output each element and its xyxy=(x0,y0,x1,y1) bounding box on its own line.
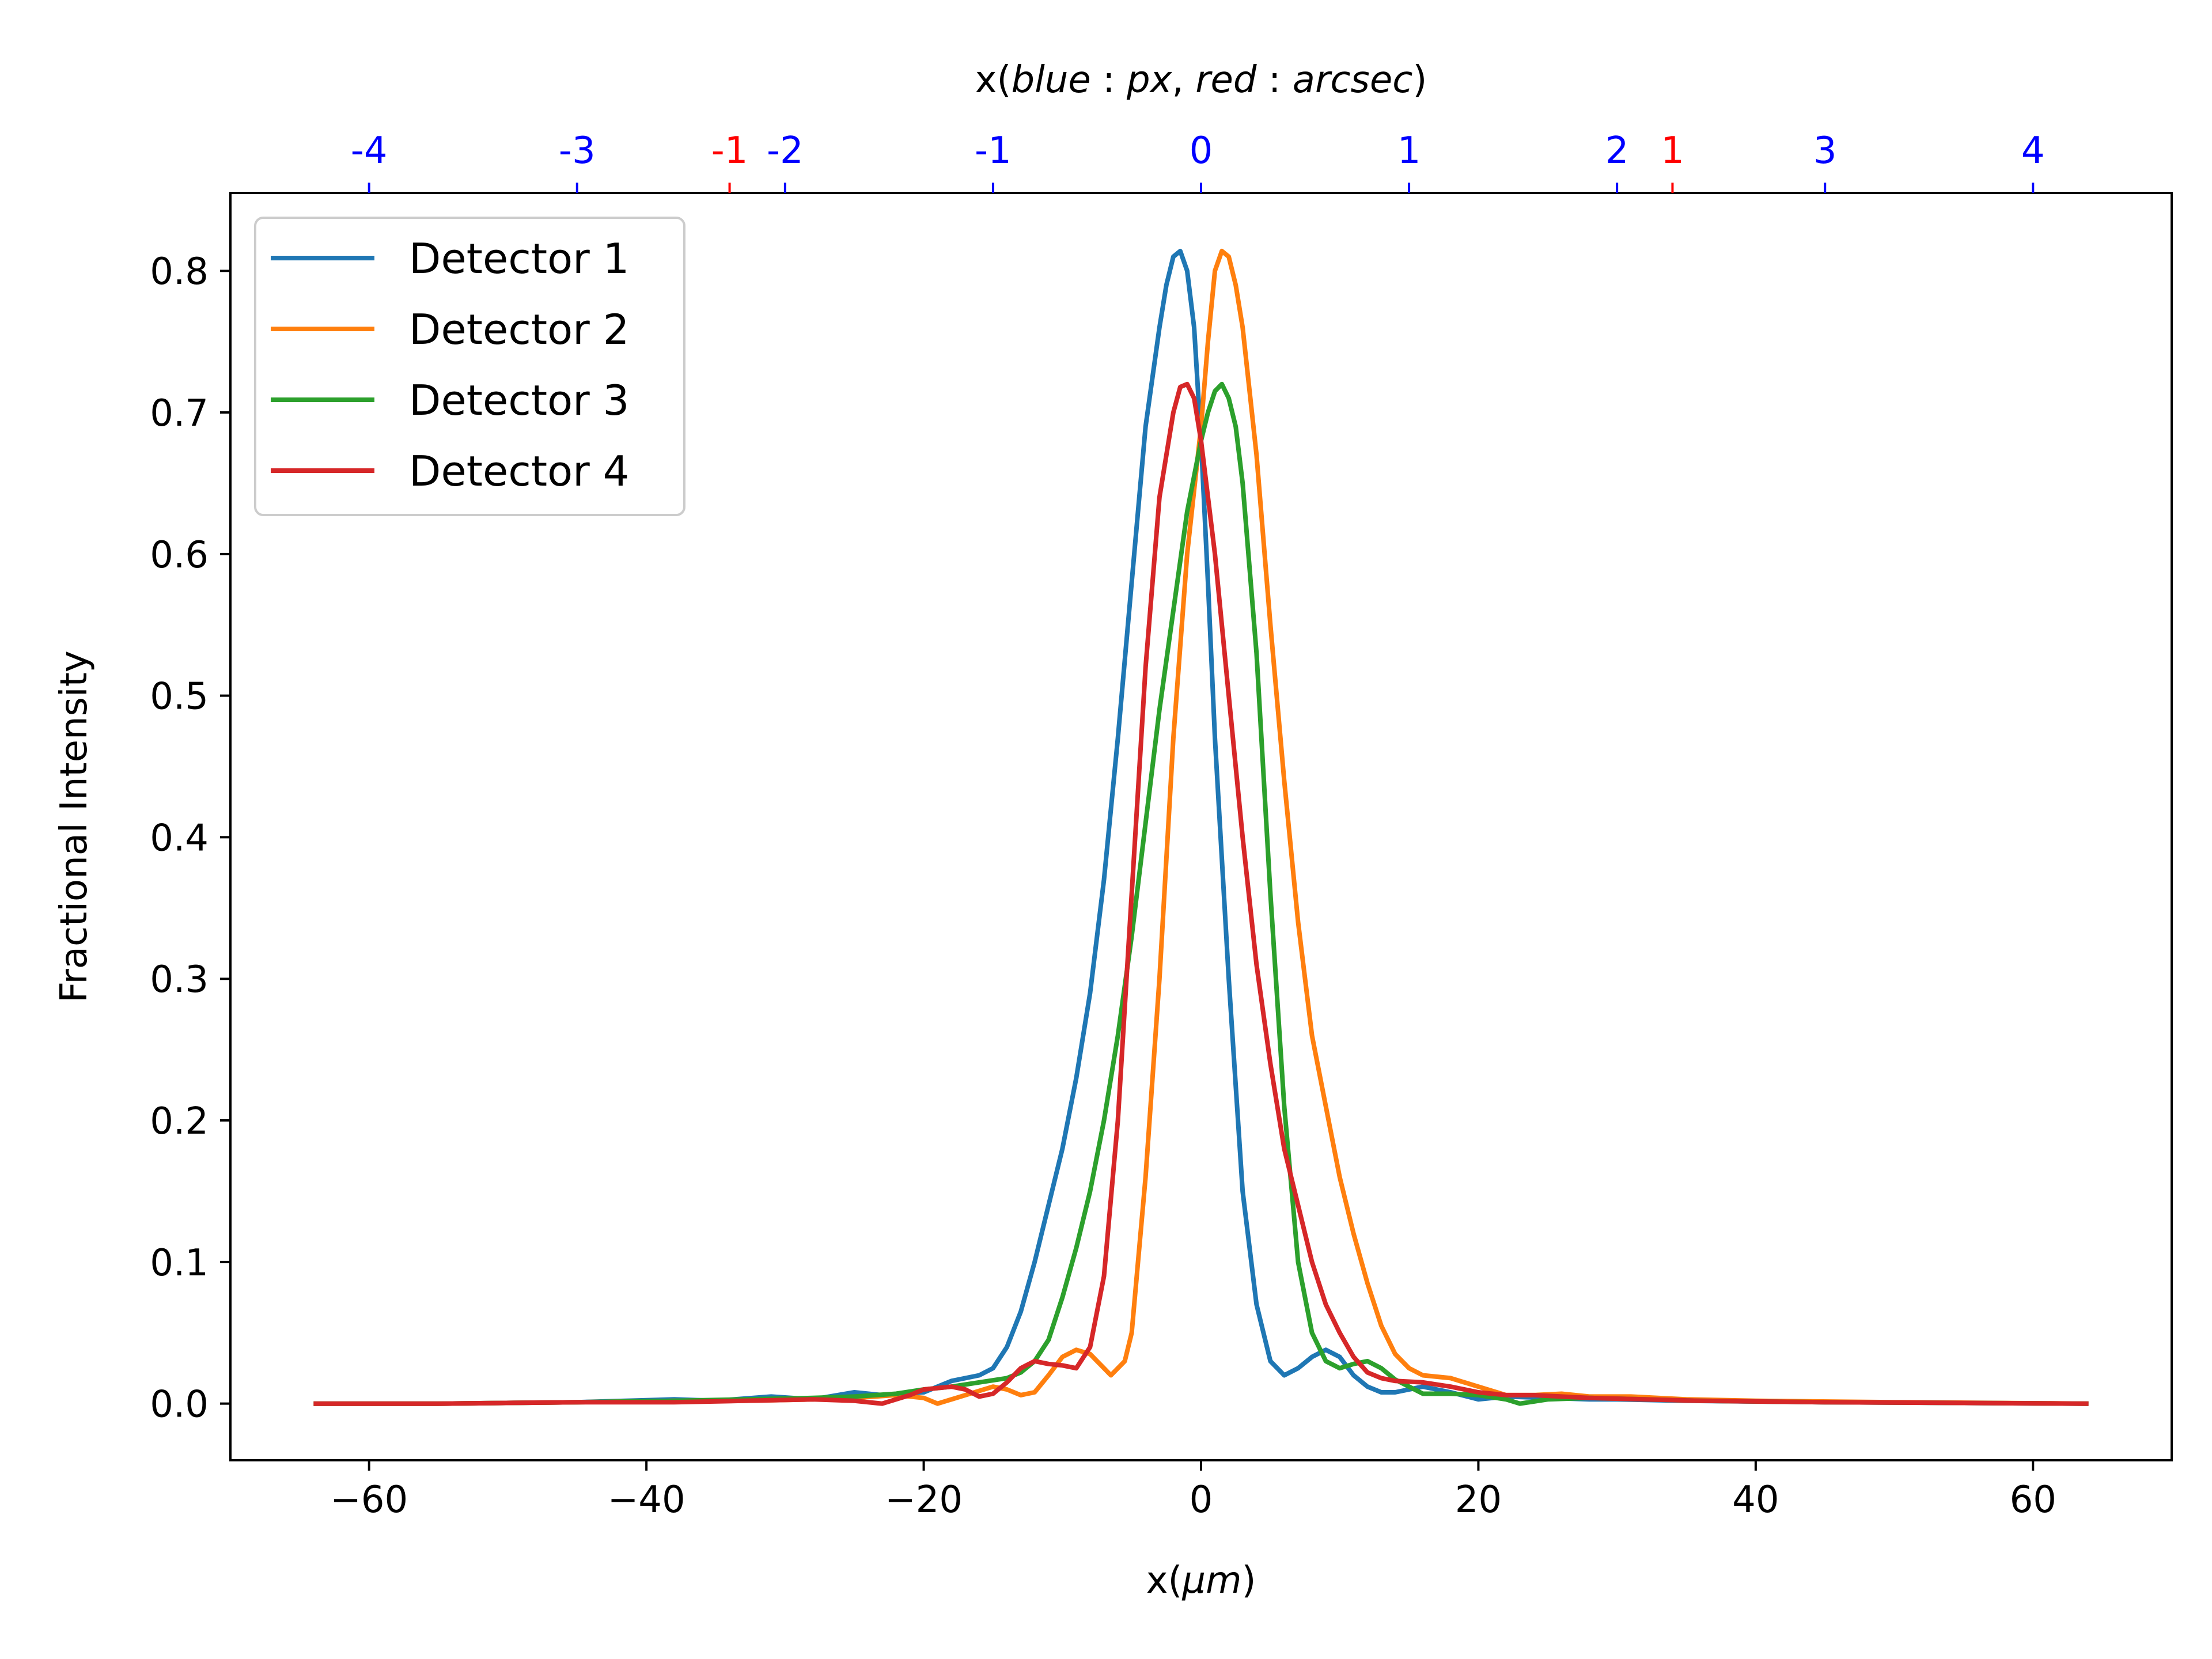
series-layer xyxy=(313,248,2089,1406)
top-tick-label-px: 2 xyxy=(1605,130,1629,172)
y-tick-label: 0.6 xyxy=(150,534,209,577)
x-axis-label: x(μm) xyxy=(1146,1559,1256,1602)
legend-label-detector-1: Detector 1 xyxy=(409,234,629,283)
top-axis: -4 -3 -2 -1 0 1 2 3 4-1 1 xyxy=(351,130,2045,193)
top-tick-label-px: -1 xyxy=(975,130,1012,172)
legend-frame xyxy=(254,217,685,516)
legend-label-detector-4: Detector 4 xyxy=(409,447,629,495)
y-tick-label: 0.7 xyxy=(150,392,209,435)
x-tick-label: −20 xyxy=(885,1479,963,1521)
top-tick-label-px: 0 xyxy=(1190,130,1213,172)
top-tick-label-arcsec: -1 xyxy=(711,130,748,172)
y-tick-label: 0.0 xyxy=(150,1384,209,1426)
y-tick-label: 0.8 xyxy=(150,251,209,293)
top-tick-label-arcsec: 1 xyxy=(1661,130,1684,172)
legend: Detector 1 Detector 2 Detector 3 Detector 4 xyxy=(254,217,685,516)
top-tick-label-px: -4 xyxy=(351,130,388,172)
x-tick-label: −60 xyxy=(330,1479,408,1521)
top-tick-label-px: 4 xyxy=(2021,130,2045,172)
top-axis-label: x(blue : px, red : arcsec) xyxy=(975,59,1427,101)
y-tick-label: 0.3 xyxy=(150,959,209,1001)
top-tick-label-px: 3 xyxy=(1813,130,1837,172)
x-tick-label: −40 xyxy=(608,1479,685,1521)
x-axis: −60 −40 −20 0 20 40 60 xyxy=(330,1460,2056,1521)
top-tick-label-px: -2 xyxy=(767,130,804,172)
y-tick-label: 0.4 xyxy=(150,817,209,859)
series-line-detector-2 xyxy=(313,248,2089,1406)
x-tick-label: 60 xyxy=(2010,1479,2056,1521)
y-axis-label: Fractional Intensity xyxy=(53,650,96,1002)
x-tick-label: 20 xyxy=(1455,1479,1502,1521)
top-tick-label-px: -3 xyxy=(559,130,596,172)
y-axis: 0.0 0.1 0.2 0.3 0.4 0.5 0.6 0.7 0.8 xyxy=(150,251,230,1426)
y-tick-label: 0.2 xyxy=(150,1100,209,1143)
legend-label-detector-2: Detector 2 xyxy=(409,305,629,354)
y-tick-label: 0.5 xyxy=(150,676,209,718)
top-tick-label-px: 1 xyxy=(1397,130,1421,172)
legend-label-detector-3: Detector 3 xyxy=(409,376,629,425)
x-tick-label: 0 xyxy=(1190,1479,1213,1521)
x-tick-label: 40 xyxy=(1732,1479,1779,1521)
series-line-detector-4 xyxy=(313,381,2089,1406)
y-tick-label: 0.1 xyxy=(150,1242,209,1285)
